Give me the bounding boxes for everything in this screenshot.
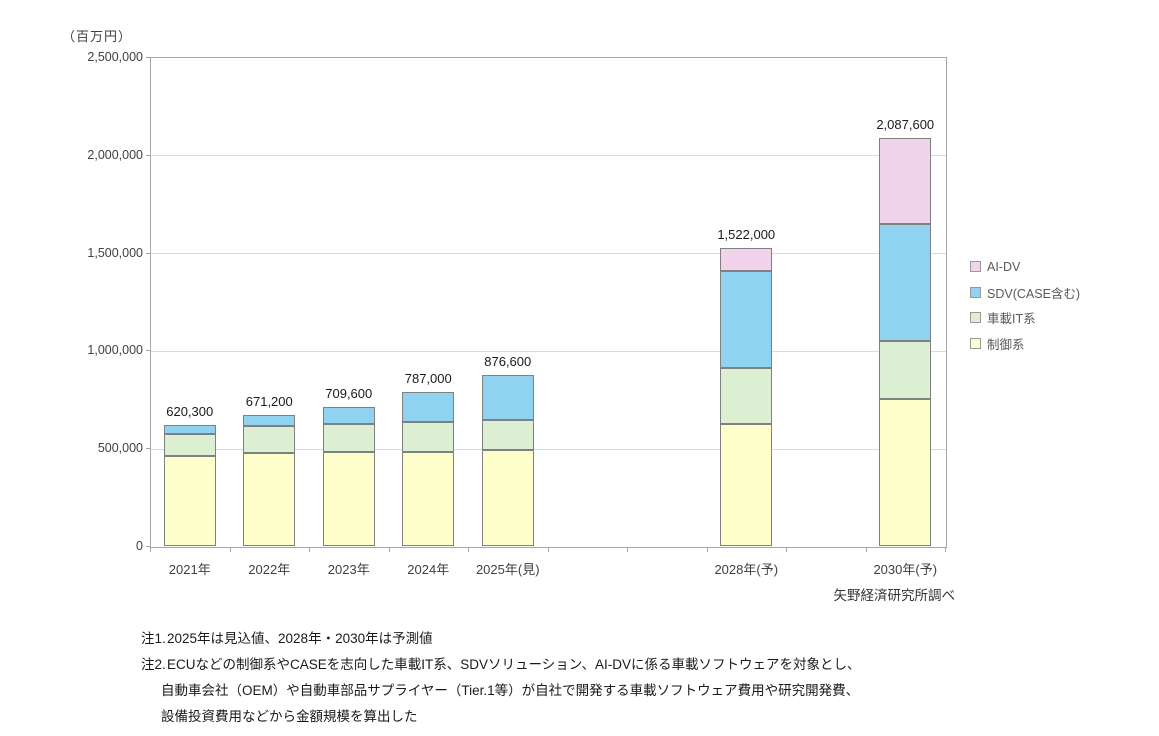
x-axis-label-2025年(見): 2025年(見): [475, 562, 540, 577]
bar-total-label-2022年: 671,200: [245, 393, 293, 409]
legend-swatch-AI-DV: [970, 261, 981, 272]
bar-total-label-2028年(予): 1,522,000: [717, 227, 776, 243]
footnote-2-text-1: ECUなどの制御系やCASEを志向した車載IT系、SDVソリューション、AI-D…: [167, 657, 861, 672]
bar-2021年-segment-SDV(CASE含む): [163, 424, 216, 434]
gridline-1,000,000: [151, 350, 946, 352]
y-tick-mark-500,000: [146, 448, 150, 450]
x-axis-label-2028年(予): 2028年(予): [714, 562, 779, 577]
x-tick-mark-4: [468, 547, 469, 552]
footnote-1: 注1.2025年は見込値、2028年・2030年は予測値: [141, 626, 860, 652]
legend-item-SDV(CASE含む): SDV(CASE含む): [970, 286, 1081, 301]
x-tick-mark-0: [150, 547, 151, 552]
x-tick-mark-7: [706, 547, 708, 552]
legend-label-AI-DV: AI-DV: [987, 259, 1021, 274]
x-axis-label-2022年: 2022年: [248, 562, 291, 577]
x-tick-mark-1: [229, 547, 231, 552]
bar-2030年(予)-segment-AI-DV: [879, 137, 932, 225]
bar-2023年-segment-車載IT系: [322, 423, 375, 453]
x-tick-mark-2: [309, 547, 310, 552]
bar-2025年(見)-segment-制御系: [481, 450, 534, 546]
bar-2022年-segment-制御系: [243, 453, 296, 546]
gridline-1,500,000: [151, 253, 946, 255]
source-attribution: 矢野経済研究所調べ: [833, 588, 956, 603]
x-tick-mark-6: [627, 547, 628, 552]
y-axis-unit-label: （百万円）: [62, 29, 133, 44]
footnote-2-label: 注2.: [141, 657, 166, 672]
bar-2024年-segment-車載IT系: [402, 422, 455, 453]
legend-item-車載IT系: 車載IT系: [970, 311, 1080, 326]
y-tick-label-500,000: 500,000: [97, 441, 143, 456]
y-tick-label-1,000,000: 1,000,000: [87, 343, 143, 358]
y-tick-mark-0: [146, 546, 150, 547]
y-tick-label-2,000,000: 2,000,000: [87, 147, 143, 162]
bar-2028年(予)-segment-AI-DV: [720, 248, 773, 272]
y-tick-mark-1,000,000: [146, 350, 150, 352]
legend-item-制御系: 制御系: [970, 337, 1080, 352]
chart-legend: AI-DV SDV(CASE含む) 車載IT系制御系: [970, 260, 1080, 362]
legend-item-AI-DV: AI-DV: [970, 259, 1080, 274]
bar-2021年-segment-車載IT系: [163, 433, 216, 456]
bar-2028年(予)-segment-車載IT系: [720, 368, 773, 424]
footnote-2-line-1: 注2.ECUなどの制御系やCASEを志向した車載IT系、SDVソリューション、A…: [141, 652, 860, 678]
bar-2030年(予)-segment-制御系: [879, 398, 932, 546]
legend-swatch-SDV(CASE含む): [970, 286, 981, 298]
y-tick-label-1,500,000: 1,500,000: [87, 245, 143, 260]
bar-2022年-segment-SDV(CASE含む): [243, 414, 296, 427]
legend-label-SDV(CASE含む): SDV(CASE含む): [987, 286, 1081, 301]
bar-total-label-2030年(予): 2,087,600: [876, 116, 935, 132]
bar-total-label-2023年: 709,600: [325, 386, 373, 402]
x-axis-label-2030年(予): 2030年(予): [873, 562, 938, 577]
legend-label-制御系: 制御系: [987, 337, 1025, 352]
bar-2021年-segment-制御系: [163, 456, 216, 546]
bar-2022年-segment-車載IT系: [243, 426, 296, 454]
x-tick-mark-10: [945, 547, 946, 552]
x-tick-mark-9: [865, 547, 867, 552]
y-tick-mark-2,500,000: [146, 57, 150, 58]
y-tick-mark-2,000,000: [146, 154, 150, 156]
bar-2025年(見)-segment-SDV(CASE含む): [481, 374, 534, 421]
x-tick-mark-5: [547, 547, 549, 552]
x-tick-mark-8: [786, 547, 787, 552]
footnote-1-text: 2025年は見込値、2028年・2030年は予測値: [167, 631, 433, 646]
bar-2023年-segment-制御系: [322, 452, 375, 546]
legend-swatch-車載IT系: [970, 312, 981, 323]
x-axis-label-2021年: 2021年: [168, 562, 211, 577]
bar-total-label-2021年: 620,300: [166, 403, 214, 419]
legend-swatch-制御系: [970, 337, 981, 349]
bar-total-label-2025年(見): 876,600: [484, 353, 532, 369]
bar-total-label-2024年: 787,000: [404, 371, 452, 387]
gridline-2,000,000: [151, 155, 946, 157]
bar-2030年(予)-segment-車載IT系: [879, 341, 932, 399]
bar-2028年(予)-segment-SDV(CASE含む): [720, 271, 773, 369]
bar-2024年-segment-SDV(CASE含む): [402, 392, 455, 423]
bar-2023年-segment-SDV(CASE含む): [322, 407, 375, 424]
footnote-1-label: 注1.: [141, 631, 166, 646]
legend-label-車載IT系: 車載IT系: [987, 312, 1036, 326]
footnotes: 注1.2025年は見込値、2028年・2030年は予測値 注2.ECUなどの制御…: [141, 626, 860, 730]
footnote-2-line-3: 設備投資費用などから金額規模を算出した: [161, 709, 418, 724]
y-tick-label-2,500,000: 2,500,000: [87, 50, 143, 64]
y-tick-mark-1,500,000: [146, 252, 150, 254]
bar-2024年-segment-制御系: [402, 452, 455, 546]
bar-2025年(見)-segment-車載IT系: [481, 420, 534, 451]
bar-2030年(予)-segment-SDV(CASE含む): [879, 224, 932, 341]
y-tick-label-0: 0: [136, 539, 143, 553]
gridline-500,000: [151, 448, 946, 450]
bar-2028年(予)-segment-制御系: [720, 423, 773, 546]
x-axis-label-2023年: 2023年: [327, 562, 370, 577]
x-tick-mark-3: [388, 547, 390, 552]
x-axis-label-2024年: 2024年: [407, 562, 450, 577]
footnote-2-line-2: 自動車会社（OEM）や自動車部品サプライヤー（Tier.1等）が自社で開発する車…: [161, 683, 860, 698]
